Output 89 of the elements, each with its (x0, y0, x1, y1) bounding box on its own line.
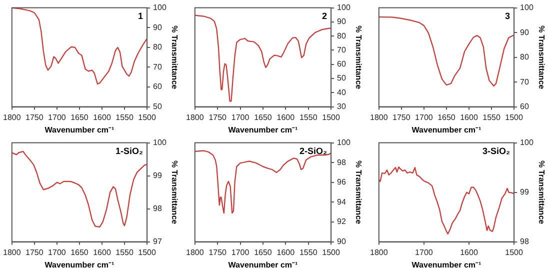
chart-title: 1 (138, 10, 144, 21)
y-tick-label: 92 (337, 217, 346, 226)
y-tick-label: 80 (337, 31, 346, 40)
x-tick-label: 1750 (208, 112, 228, 122)
y-axis-title: % Transmittance (170, 26, 179, 90)
y-tick-label: 98 (153, 204, 162, 214)
y-tick-label: 99 (153, 171, 162, 180)
x-tick-label: 1600 (276, 248, 296, 257)
y-tick-label: 70 (520, 77, 530, 86)
x-tick-label: 1550 (116, 248, 134, 257)
x-tick-label: 1800 (3, 248, 22, 257)
y-axis-title: % Transmittance (170, 160, 179, 225)
x-axis-title: Wavenumber cm⁻¹ (228, 125, 298, 134)
x-tick-label: 1800 (370, 248, 388, 257)
y-tick-label: 60 (153, 82, 162, 92)
x-tick-label: 1800 (3, 112, 22, 122)
y-tick-label: 100 (520, 3, 534, 12)
x-tick-label: 1500 (322, 112, 340, 122)
x-tick-label: 1550 (299, 248, 318, 257)
y-tick-label: 80 (153, 42, 162, 52)
y-axis-title: % Transmittance (354, 160, 363, 225)
x-axis-title: Wavenumber cm⁻¹ (228, 260, 298, 270)
x-tick-label: 1600 (460, 248, 478, 257)
y-tick-label: 94 (337, 197, 346, 206)
x-axis-title: Wavenumber cm⁻¹ (44, 260, 115, 270)
x-tick-label: 1750 (208, 248, 228, 257)
x-tick-label: 1500 (505, 112, 524, 122)
y-tick-label: 97 (153, 237, 162, 246)
chart-title: 3 (505, 10, 510, 21)
y-tick-label: 90 (337, 237, 346, 246)
y-tick-label: 100 (153, 138, 167, 148)
y-tick-label: 70 (337, 45, 346, 54)
x-tick-label: 1800 (186, 112, 204, 122)
chart-title: 2-SiO₂ (300, 146, 328, 156)
y-tick-label: 90 (337, 17, 346, 26)
chart-title: 2 (322, 10, 328, 21)
x-tick-label: 1700 (48, 112, 66, 122)
x-tick-label: 1700 (48, 248, 66, 257)
x-tick-label: 1800 (370, 112, 388, 122)
y-tick-label: 90 (520, 28, 530, 37)
x-tick-label: 1650 (254, 248, 272, 257)
y-tick-label: 100 (520, 138, 534, 148)
y-tick-label: 99 (520, 188, 530, 197)
y-tick-label: 98 (337, 158, 346, 167)
x-tick-label: 1500 (138, 248, 156, 257)
chart-title: 3-SiO₂ (482, 146, 510, 156)
x-tick-label: 1550 (299, 112, 318, 122)
y-tick-label: 40 (337, 88, 346, 97)
x-tick-label: 1650 (438, 112, 456, 122)
x-axis-title: Wavenumber cm⁻¹ (412, 125, 482, 134)
y-axis-title: % Transmittance (354, 26, 363, 90)
y-tick-label: 100 (337, 138, 351, 148)
y-tick-label: 50 (153, 102, 162, 112)
y-tick-label: 100 (153, 3, 167, 12)
x-tick-label: 1750 (26, 112, 44, 122)
x-tick-label: 1500 (322, 248, 340, 257)
y-axis-title: % Transmittance (536, 160, 546, 225)
x-tick-label: 1800 (186, 248, 204, 257)
x-tick-label: 1600 (93, 248, 112, 257)
y-tick-label: 50 (337, 74, 346, 83)
x-tick-label: 1750 (392, 112, 411, 122)
y-tick-label: 80 (520, 52, 530, 62)
x-tick-label: 1550 (116, 112, 134, 122)
x-tick-label: 1600 (460, 112, 478, 122)
chart-title: 1-SiO₂ (116, 146, 144, 156)
y-tick-label: 70 (153, 62, 162, 72)
x-tick-label: 1700 (231, 248, 250, 257)
x-tick-label: 1600 (93, 112, 112, 122)
y-tick-label: 100 (337, 3, 351, 12)
y-tick-label: 60 (337, 60, 346, 69)
x-axis-title: Wavenumber cm⁻¹ (44, 125, 115, 134)
y-tick-label: 60 (520, 102, 530, 112)
y-tick-label: 98 (520, 237, 530, 246)
x-axis-title: Wavenumber cm⁻¹ (412, 260, 482, 270)
x-tick-label: 1500 (138, 112, 156, 122)
x-tick-label: 1700 (231, 112, 250, 122)
x-tick-label: 1700 (415, 112, 434, 122)
x-tick-label: 1550 (482, 112, 501, 122)
x-tick-label: 1650 (70, 112, 89, 122)
y-axis-title: % Transmittance (536, 26, 546, 90)
x-tick-label: 1650 (254, 112, 272, 122)
x-tick-label: 1750 (26, 248, 44, 257)
x-tick-label: 1650 (70, 248, 89, 257)
x-tick-label: 1500 (505, 248, 524, 257)
y-tick-label: 96 (337, 178, 346, 187)
y-tick-label: 30 (337, 102, 346, 112)
x-tick-label: 1600 (276, 112, 296, 122)
x-tick-label: 1700 (415, 248, 434, 257)
y-tick-label: 90 (153, 22, 162, 32)
